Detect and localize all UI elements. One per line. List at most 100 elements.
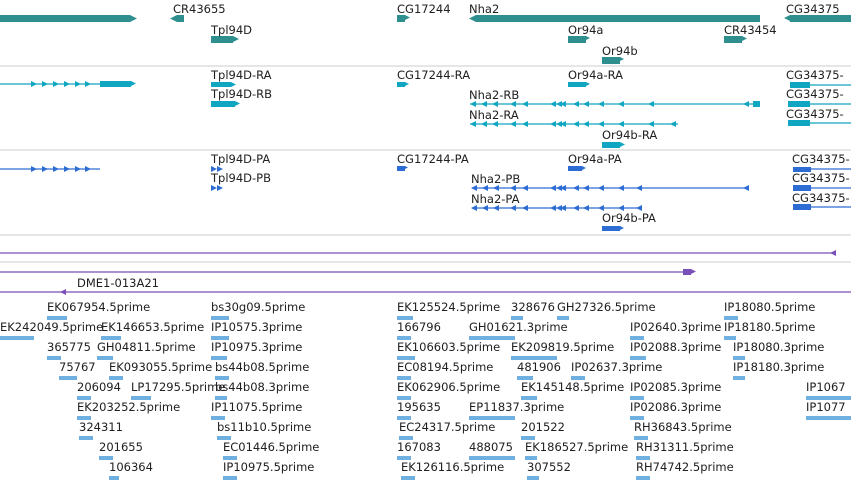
exon-arrow[interactable] <box>85 166 91 172</box>
exon-arrow[interactable] <box>583 185 589 191</box>
exon-arrow[interactable] <box>560 185 566 191</box>
gene-glyph[interactable] <box>211 36 233 43</box>
est-glyph[interactable] <box>131 396 151 400</box>
exon-arrow[interactable] <box>573 185 579 191</box>
gene-glyph[interactable] <box>568 36 586 43</box>
est-glyph[interactable] <box>211 336 229 340</box>
protein-glyph[interactable] <box>602 226 620 231</box>
transcript-glyph[interactable] <box>788 101 810 107</box>
est-glyph[interactable] <box>399 436 413 440</box>
exon-arrow[interactable] <box>636 185 642 191</box>
est-glyph[interactable] <box>733 356 745 360</box>
est-glyph[interactable] <box>77 396 91 400</box>
transcript-glyph[interactable] <box>100 81 131 87</box>
exon-arrow[interactable] <box>75 166 81 172</box>
est-glyph[interactable] <box>630 336 644 340</box>
exon-arrow[interactable] <box>560 121 566 127</box>
exon-arrow[interactable] <box>573 101 579 107</box>
exon-arrow[interactable] <box>670 121 676 127</box>
est-glyph[interactable] <box>636 476 650 480</box>
est-glyph[interactable] <box>397 336 411 340</box>
exon-arrow[interactable] <box>648 101 654 107</box>
exon-arrow[interactable] <box>522 205 528 211</box>
est-glyph[interactable] <box>397 396 411 400</box>
exon-arrow[interactable] <box>556 185 562 191</box>
exon-arrow[interactable] <box>217 166 223 172</box>
est-glyph[interactable] <box>634 436 648 440</box>
exon-arrow[interactable] <box>75 81 81 87</box>
est-glyph[interactable] <box>211 316 229 320</box>
exon-arrow[interactable] <box>583 205 589 211</box>
est-glyph[interactable] <box>636 456 650 460</box>
exon-arrow[interactable] <box>522 101 528 107</box>
exon-arrow[interactable] <box>211 185 217 191</box>
exon-arrow[interactable] <box>556 205 562 211</box>
est-glyph[interactable] <box>397 316 413 320</box>
exon-arrow[interactable] <box>493 205 499 211</box>
est-glyph[interactable] <box>630 416 644 420</box>
exon-arrow[interactable] <box>618 101 624 107</box>
exon-arrow[interactable] <box>743 185 749 191</box>
est-glyph[interactable] <box>59 376 77 380</box>
est-glyph[interactable] <box>215 376 229 380</box>
exon-arrow[interactable] <box>470 121 476 127</box>
exon-arrow[interactable] <box>471 185 477 191</box>
exon-arrow[interactable] <box>510 101 516 107</box>
exon-arrow[interactable] <box>471 205 477 211</box>
est-glyph[interactable] <box>109 476 119 480</box>
est-glyph[interactable] <box>397 356 415 360</box>
exon-arrow[interactable] <box>53 81 59 87</box>
est-glyph[interactable] <box>397 376 411 380</box>
est-glyph[interactable] <box>101 336 121 340</box>
transcript-glyph[interactable] <box>568 82 586 87</box>
exon-arrow[interactable] <box>85 81 91 87</box>
transcript-glyph[interactable] <box>211 101 235 107</box>
exon-arrow[interactable] <box>556 121 562 127</box>
transcript-glyph[interactable] <box>211 82 231 87</box>
exon-arrow[interactable] <box>31 81 37 87</box>
est-glyph[interactable] <box>217 436 231 440</box>
exon-arrow[interactable] <box>522 121 528 127</box>
est-glyph[interactable] <box>527 476 539 480</box>
exon-arrow[interactable] <box>618 185 624 191</box>
exon-arrow[interactable] <box>583 101 589 107</box>
exon-arrow[interactable] <box>550 205 556 211</box>
exon-arrow[interactable] <box>598 101 604 107</box>
exon-arrow[interactable] <box>510 205 516 211</box>
exon-arrow[interactable] <box>31 166 37 172</box>
gene-glyph[interactable] <box>724 36 742 43</box>
protein-glyph[interactable] <box>568 166 582 171</box>
protein-glyph[interactable] <box>397 166 405 171</box>
exon-arrow[interactable] <box>53 166 59 172</box>
exon-arrow[interactable] <box>64 166 70 172</box>
est-glyph[interactable] <box>724 316 738 320</box>
exon-arrow[interactable] <box>598 185 604 191</box>
exon-arrow[interactable] <box>522 185 528 191</box>
est-glyph[interactable] <box>97 356 113 360</box>
gene-glyph[interactable] <box>476 15 760 22</box>
est-glyph[interactable] <box>79 436 93 440</box>
exon-arrow[interactable] <box>482 205 488 211</box>
exon-arrow[interactable] <box>481 101 487 107</box>
est-glyph[interactable] <box>223 456 237 460</box>
exon-arrow[interactable] <box>743 101 749 107</box>
est-glyph[interactable] <box>397 416 411 420</box>
gene-glyph[interactable] <box>177 15 184 22</box>
exon-arrow[interactable] <box>556 101 562 107</box>
gene-glyph[interactable] <box>0 15 130 22</box>
clone-glyph[interactable] <box>683 269 691 275</box>
est-glyph[interactable] <box>724 336 736 340</box>
exon-arrow[interactable] <box>481 121 487 127</box>
protein-glyph[interactable] <box>793 204 811 210</box>
transcript-glyph[interactable] <box>602 142 620 148</box>
exon-arrow[interactable] <box>493 185 499 191</box>
est-glyph[interactable] <box>77 416 91 420</box>
exon-arrow[interactable] <box>482 185 488 191</box>
exon-arrow[interactable] <box>550 101 556 107</box>
exon-arrow[interactable] <box>64 81 70 87</box>
est-glyph[interactable] <box>215 396 227 400</box>
est-glyph[interactable] <box>401 476 415 480</box>
exon-arrow[interactable] <box>636 205 642 211</box>
exon-arrow[interactable] <box>573 205 579 211</box>
exon-arrow[interactable] <box>598 121 604 127</box>
